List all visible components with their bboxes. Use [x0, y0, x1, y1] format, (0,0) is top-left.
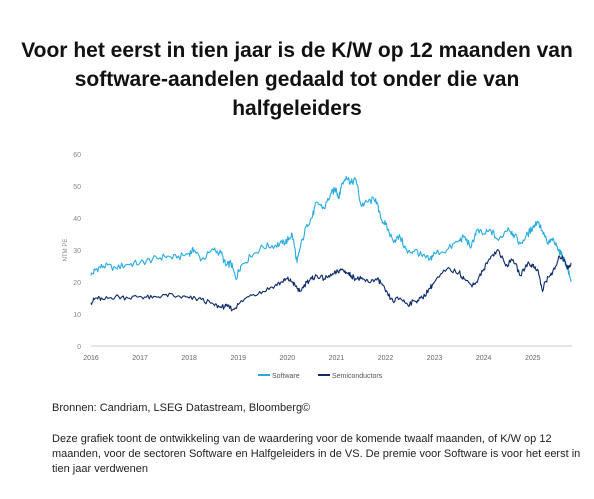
y-tick-label: 50 [73, 184, 81, 191]
y-axis-label: NTM PE [63, 239, 69, 262]
x-tick-label: 2020 [280, 355, 296, 362]
source-text: Bronnen: Candriam, LSEG Datastream, Bloo… [52, 402, 311, 414]
chart-title: Voor het eerst in tien jaar is de K/W op… [21, 39, 573, 120]
y-tick-label: 20 [73, 280, 81, 287]
x-tick-label: 2021 [329, 355, 345, 362]
x-tick-label: 2018 [181, 355, 197, 362]
x-tick-label: 2016 [83, 355, 99, 362]
chart-area: 0 10 20 30 40 50 60 2016 2017 2018 2019 2020 2021 202… [0, 140, 594, 390]
y-tick-label: 60 [73, 152, 81, 159]
chart-svg: 0 10 20 30 40 50 60 2016 2017 2018 2019 2020 2021 202… [63, 152, 572, 380]
legend-label-semiconductors: Semiconductors [332, 373, 383, 380]
legend-label-software: Software [272, 373, 300, 380]
y-tick-label: 40 [73, 216, 81, 223]
chart-description: Deze grafiek toont de ontwikkeling van d… [52, 433, 581, 475]
series-line-software [90, 175, 572, 283]
x-tick-label: 2024 [476, 355, 492, 362]
y-tick-label: 0 [77, 344, 81, 351]
x-tick-label: 2017 [132, 355, 148, 362]
series-line-semiconductors [90, 249, 572, 312]
x-tick-label: 2025 [525, 355, 541, 362]
x-tick-label: 2022 [378, 355, 394, 362]
x-tick-label: 2023 [427, 355, 443, 362]
x-tick-label: 2019 [230, 355, 246, 362]
y-tick-label: 10 [73, 312, 81, 319]
y-tick-label: 30 [73, 248, 81, 255]
